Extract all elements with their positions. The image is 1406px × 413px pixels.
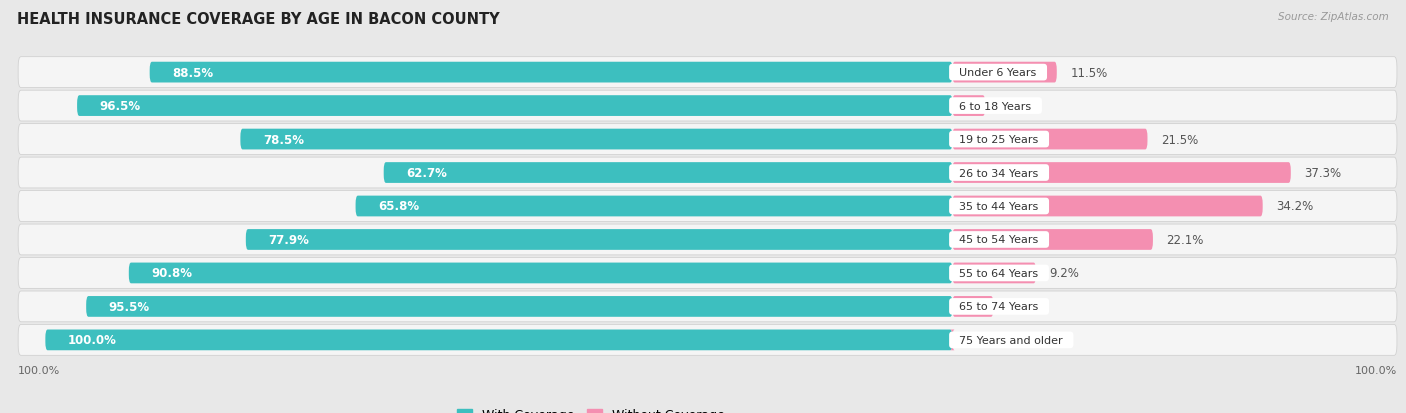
Text: 22.1%: 22.1% (1167, 233, 1204, 247)
Text: 96.5%: 96.5% (100, 100, 141, 113)
FancyBboxPatch shape (18, 325, 1398, 356)
FancyBboxPatch shape (18, 91, 1398, 122)
FancyBboxPatch shape (952, 196, 1263, 217)
Text: 62.7%: 62.7% (406, 166, 447, 180)
FancyBboxPatch shape (18, 225, 1398, 255)
Text: 100.0%: 100.0% (18, 365, 60, 375)
Text: 34.2%: 34.2% (1277, 200, 1313, 213)
Text: 26 to 34 Years: 26 to 34 Years (952, 168, 1046, 178)
FancyBboxPatch shape (952, 129, 1147, 150)
FancyBboxPatch shape (45, 330, 952, 350)
FancyBboxPatch shape (240, 129, 952, 150)
Text: 88.5%: 88.5% (173, 66, 214, 79)
Text: 21.5%: 21.5% (1161, 133, 1198, 146)
Text: 11.5%: 11.5% (1070, 66, 1108, 79)
Text: 75 Years and older: 75 Years and older (952, 335, 1070, 345)
Text: HEALTH INSURANCE COVERAGE BY AGE IN BACON COUNTY: HEALTH INSURANCE COVERAGE BY AGE IN BACO… (17, 12, 499, 27)
FancyBboxPatch shape (952, 96, 986, 117)
Text: 55 to 64 Years: 55 to 64 Years (952, 268, 1046, 278)
FancyBboxPatch shape (18, 124, 1398, 155)
FancyBboxPatch shape (950, 330, 955, 350)
Text: 35 to 44 Years: 35 to 44 Years (952, 202, 1046, 211)
Text: 100.0%: 100.0% (67, 334, 117, 347)
Text: 4.5%: 4.5% (1007, 300, 1036, 313)
FancyBboxPatch shape (356, 196, 952, 217)
Text: 78.5%: 78.5% (263, 133, 304, 146)
FancyBboxPatch shape (18, 57, 1398, 88)
FancyBboxPatch shape (129, 263, 952, 284)
Text: 65.8%: 65.8% (378, 200, 419, 213)
Text: 6 to 18 Years: 6 to 18 Years (952, 101, 1039, 112)
FancyBboxPatch shape (149, 63, 952, 83)
Text: 3.6%: 3.6% (998, 100, 1028, 113)
FancyBboxPatch shape (18, 291, 1398, 322)
FancyBboxPatch shape (952, 63, 1057, 83)
FancyBboxPatch shape (952, 263, 1036, 284)
FancyBboxPatch shape (952, 163, 1291, 183)
Text: 100.0%: 100.0% (1354, 365, 1398, 375)
Legend: With Coverage, Without Coverage: With Coverage, Without Coverage (451, 404, 730, 413)
Text: 9.2%: 9.2% (1049, 267, 1080, 280)
FancyBboxPatch shape (384, 163, 952, 183)
Text: 77.9%: 77.9% (269, 233, 309, 247)
Text: Under 6 Years: Under 6 Years (952, 68, 1043, 78)
FancyBboxPatch shape (86, 296, 952, 317)
Text: Source: ZipAtlas.com: Source: ZipAtlas.com (1278, 12, 1389, 22)
FancyBboxPatch shape (18, 158, 1398, 188)
FancyBboxPatch shape (246, 230, 952, 250)
FancyBboxPatch shape (77, 96, 952, 117)
Text: 45 to 54 Years: 45 to 54 Years (952, 235, 1046, 245)
FancyBboxPatch shape (18, 191, 1398, 222)
FancyBboxPatch shape (952, 230, 1153, 250)
Text: 90.8%: 90.8% (152, 267, 193, 280)
Text: 37.3%: 37.3% (1305, 166, 1341, 180)
Text: 19 to 25 Years: 19 to 25 Years (952, 135, 1046, 145)
Text: 0.0%: 0.0% (966, 334, 995, 347)
FancyBboxPatch shape (18, 258, 1398, 289)
Text: 95.5%: 95.5% (108, 300, 150, 313)
Text: 65 to 74 Years: 65 to 74 Years (952, 301, 1046, 312)
FancyBboxPatch shape (952, 296, 993, 317)
